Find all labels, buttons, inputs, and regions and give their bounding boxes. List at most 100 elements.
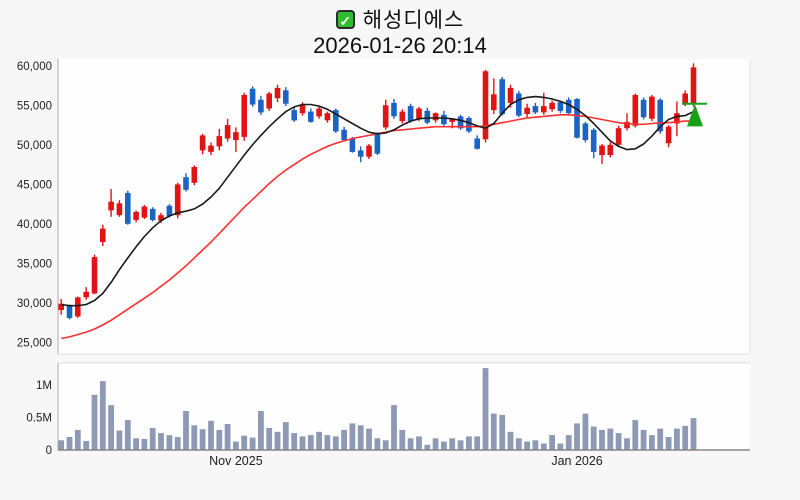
volume-bar [515,438,522,450]
volume-bar [382,440,389,451]
down-candle [457,116,464,129]
volume-bars [58,368,697,451]
up-candle [174,184,181,216]
up-candle [649,96,655,119]
price-tick-label: 45,000 [17,179,52,191]
stock-name-title: 해성디에스 [362,9,465,32]
up-candle [382,105,389,128]
volume-tick-label: 0 [46,445,52,457]
up-candle [83,291,89,298]
up-candle [91,257,98,294]
down-candle [125,193,131,224]
volume-bar [599,429,605,450]
up-candle [416,108,422,119]
down-candle [357,150,364,157]
volume-bar [158,433,164,450]
down-candle [640,99,647,118]
down-candle [349,138,356,152]
up-candle [665,126,672,144]
volume-bar [74,429,81,450]
volume-bar [216,429,223,450]
volume-bar [557,443,564,450]
volume-bar [416,436,422,450]
down-candle [466,118,472,132]
down-candle [333,110,339,132]
up-candle [482,71,489,140]
down-candle [516,93,522,116]
volume-bar [657,428,664,450]
up-candle [199,135,206,151]
up-candle [116,203,123,216]
up-candle [541,106,547,113]
price-tick-label: 50,000 [17,140,52,152]
up-candle [216,136,223,147]
up-candle [432,113,439,121]
volume-bar [274,431,281,450]
up-candle [141,206,148,218]
down-candle [341,129,347,141]
up-candle [233,132,239,141]
candlesticks [58,63,697,320]
up-candle [208,145,214,152]
volume-bar [116,430,123,450]
volume-bar [332,436,339,450]
volume-bar [399,429,406,450]
volume-bar [640,429,647,450]
volume-bar [607,428,614,450]
down-candle [374,133,381,154]
volume-bar [366,428,372,450]
price-tick-label: 35,000 [17,258,52,270]
volume-bar [565,435,572,450]
volume-bar [291,433,298,450]
down-candle [657,99,663,132]
checked-checkbox-icon: ✓ [335,9,355,29]
up-candle [682,93,688,104]
timestamp-subtitle: 2026-01-26 20:14 [313,33,487,58]
volume-bar [258,411,264,450]
down-candle [499,79,505,114]
volume-bar [532,440,539,451]
down-candle [308,111,314,122]
volume-bar [474,436,481,450]
volume-bar [307,435,314,450]
price-tick-label: 60,000 [17,61,52,73]
up-candle [399,111,406,122]
up-candle [299,104,306,114]
volume-bar [374,438,381,450]
volume-bar [299,436,306,450]
down-candle [249,88,256,105]
down-candle [407,106,414,122]
up-candle [158,215,164,221]
volume-bar [249,437,256,450]
volume-bar [466,436,472,450]
volume-bar [241,435,248,450]
volume-bar [108,405,114,450]
volume-bar [457,440,464,451]
volume-tick-label: 1M [36,380,52,392]
down-candle [590,129,597,152]
volume-bar [549,435,555,450]
volume-bar [99,381,106,450]
up-candle [599,145,605,156]
up-candle [75,297,81,317]
up-candle [108,201,114,211]
chart-title-row: ✓ 해성디에스 [0,4,800,34]
price-tick-label: 30,000 [17,298,52,310]
up-candle [133,212,139,220]
volume-bar [590,426,597,450]
up-candle [607,144,614,156]
up-candle [449,119,455,122]
volume-bar [499,414,506,450]
down-candle [557,102,564,111]
volume-bar [649,435,655,450]
volume-bar [507,431,514,450]
up-candle [507,87,514,103]
volume-bar [482,368,489,450]
up-candle [100,228,106,242]
volume-bar [166,435,173,450]
volume-bar [490,413,497,450]
volume-bar [574,423,580,450]
volume-bar [266,427,273,450]
volume-bar [665,437,672,450]
